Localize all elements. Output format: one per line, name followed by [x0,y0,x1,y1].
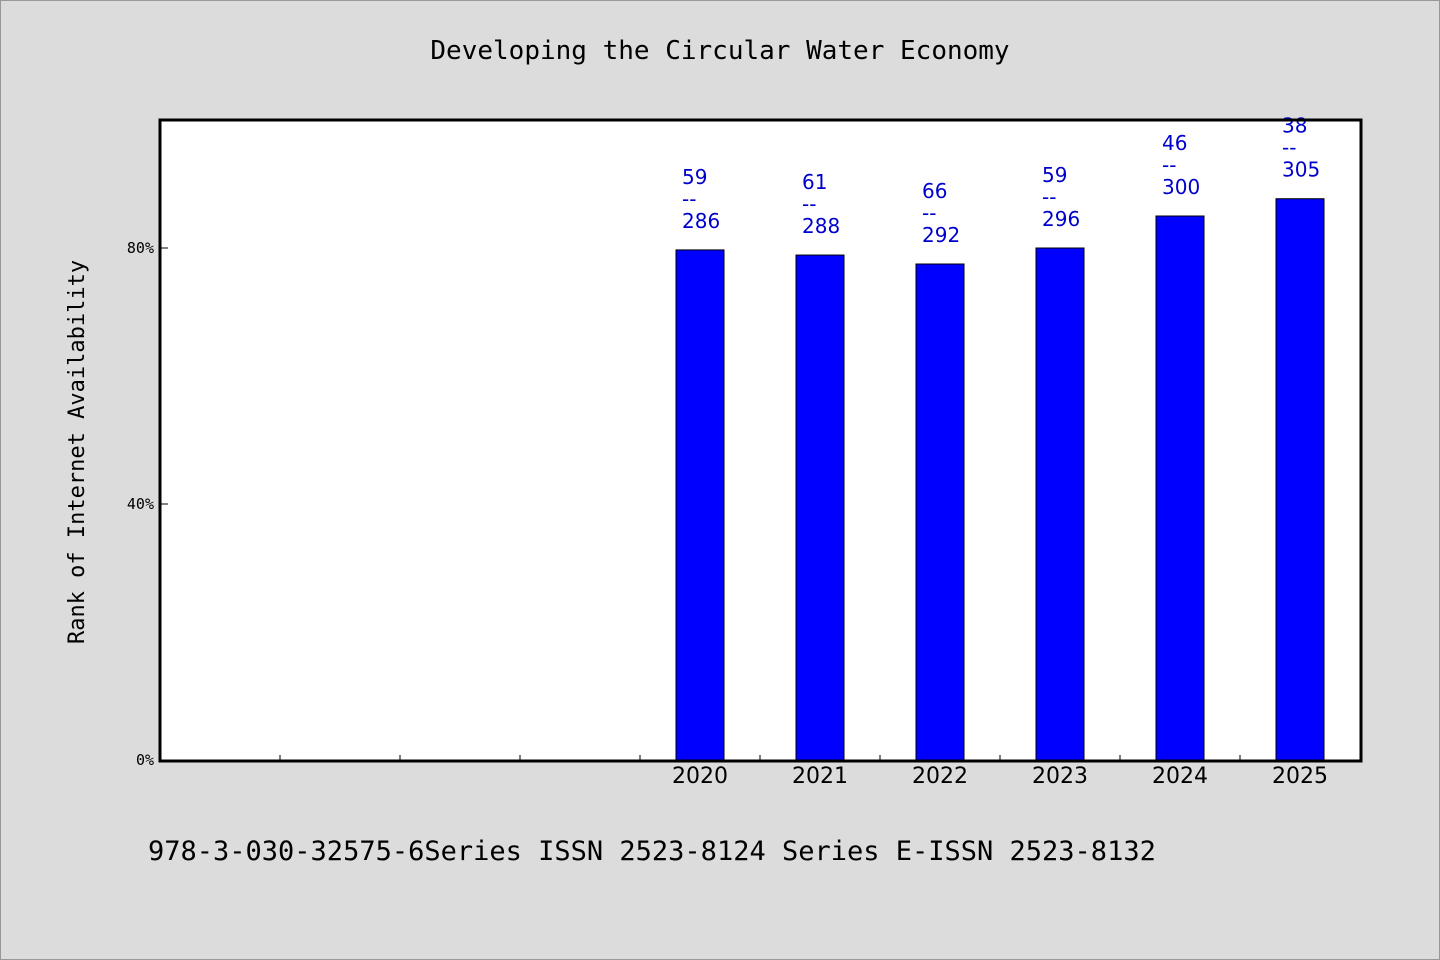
bar-2023 [1035,247,1085,761]
bar-2020 [675,249,725,761]
data-label-separator: -- [1282,136,1296,160]
data-label-top: 61 [802,170,827,194]
x-tick-label: 2022 [912,764,968,789]
y-ticks-group: 0% 40% 80% [127,239,168,769]
y-axis-title: Rank of Internet Availability [65,260,90,644]
data-labels-group: 59--28661--28866--29259--29646--30038--3… [682,114,1320,247]
data-label-bottom: 296 [1042,207,1080,231]
data-label-bottom: 288 [802,214,840,238]
bar-2021 [795,254,845,761]
data-label-top: 46 [1162,131,1187,155]
data-label-top: 59 [1042,163,1067,187]
data-label-separator: -- [922,201,936,225]
data-label-separator: -- [1162,153,1176,177]
x-tick-label: 2024 [1152,764,1208,789]
data-label-top: 38 [1282,114,1307,138]
x-tick-label: 2020 [672,764,728,789]
bars-group [675,198,1325,761]
data-label-bottom: 305 [1282,158,1320,182]
y-tick-label: 80% [127,239,154,257]
x-ticks-group: 2020 2021 2022 2023 2024 2025 [279,755,1328,789]
bar-2024 [1155,215,1205,761]
data-label-top: 66 [922,179,947,203]
x-tick-label: 2025 [1272,764,1328,789]
y-tick-label: 40% [127,495,154,513]
footer-text: 978-3-030-32575-6Series ISSN 2523-8124 S… [148,836,1156,867]
bar-2025 [1275,198,1325,761]
data-label-bottom: 300 [1162,175,1200,199]
plot-frame [158,118,1363,763]
chart-title: Developing the Circular Water Economy [430,36,1010,66]
data-label-bottom: 286 [682,209,720,233]
bar-2022 [915,263,965,761]
data-label-separator: -- [1042,185,1056,209]
x-tick-label: 2023 [1032,764,1088,789]
x-tick-label: 2021 [792,764,848,789]
data-label-separator: -- [682,187,696,211]
y-tick-label: 0% [136,751,154,769]
data-label-separator: -- [802,192,816,216]
data-label-top: 59 [682,165,707,189]
data-label-bottom: 292 [922,223,960,247]
